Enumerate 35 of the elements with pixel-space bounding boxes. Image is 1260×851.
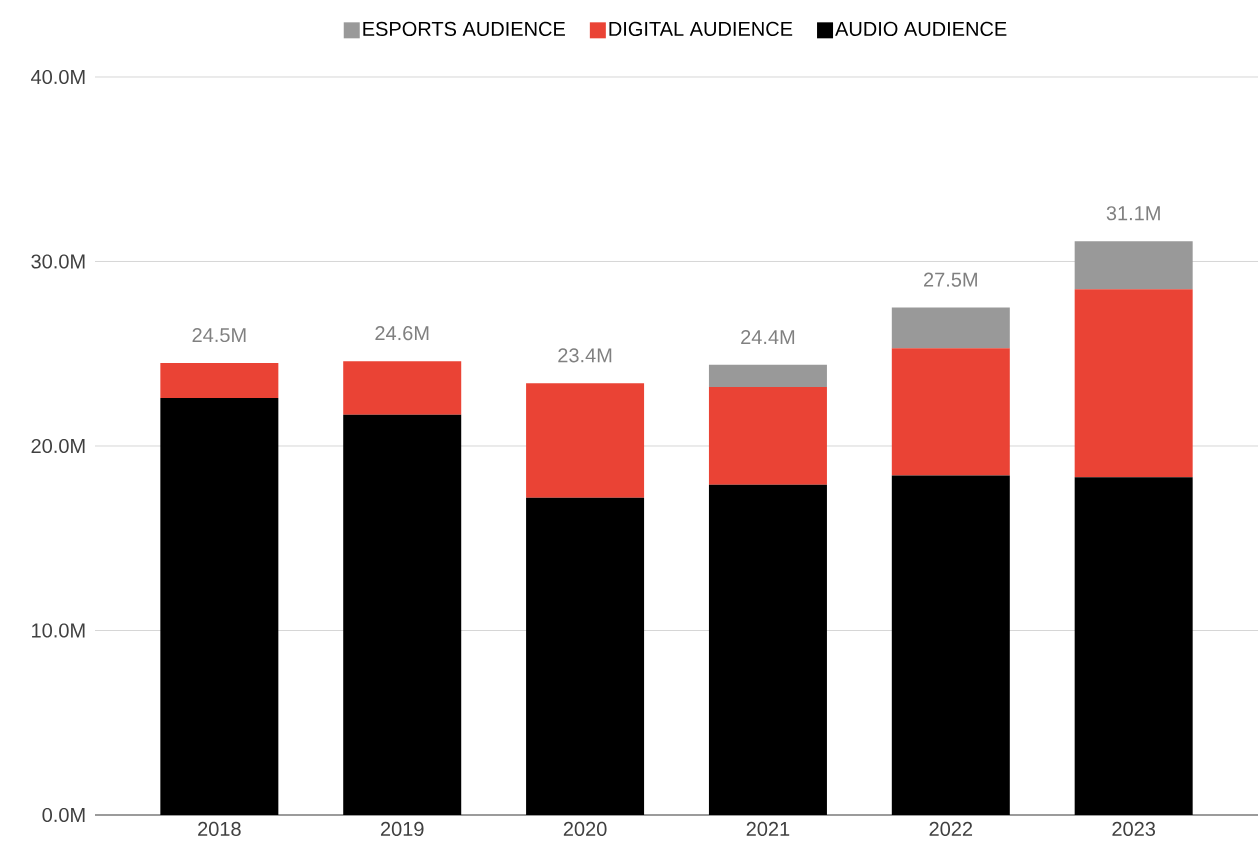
y-tick-label: 20.0M [31, 438, 85, 454]
bar [891, 348, 1010, 476]
bar [708, 364, 827, 387]
x-tick-label: 2022 [929, 821, 973, 837]
bar [526, 497, 645, 815]
total-label: 27.5M [924, 272, 977, 287]
y-tick-label: 40.0M [31, 69, 85, 85]
total-label: 31.1M [1106, 206, 1160, 221]
bar [343, 361, 462, 415]
bar [160, 398, 279, 815]
bar [1074, 289, 1193, 478]
total-label: 24.5M [192, 327, 246, 343]
legend-label: ESPORTS AUDIENCE [363, 21, 565, 37]
bar [1074, 241, 1193, 290]
bar [160, 362, 279, 399]
x-tick-label: 2019 [380, 821, 424, 837]
total-label: 23.4M [558, 348, 612, 363]
x-tick-label: 2018 [198, 821, 241, 837]
y-tick-label: 30.0M [31, 254, 85, 269]
y-tick-label: 0.0M [42, 807, 85, 823]
x-tick-label: 2020 [563, 821, 607, 837]
total-label: 24.6M [375, 326, 429, 341]
bar [1074, 477, 1193, 815]
bar [708, 386, 827, 485]
y-tick-label: 10.0M [32, 623, 85, 638]
bar [891, 475, 1010, 815]
bar [891, 307, 1010, 349]
bar [708, 484, 827, 815]
x-tick-label: 2021 [746, 821, 790, 837]
bar [526, 383, 645, 498]
total-label: 24.4M [741, 329, 795, 344]
x-tick-label: 2023 [1112, 821, 1156, 837]
bar [343, 414, 462, 815]
legend-label: AUDIO AUDIENCE [835, 21, 1007, 37]
legend-label: DIGITAL AUDIENCE [609, 21, 793, 37]
